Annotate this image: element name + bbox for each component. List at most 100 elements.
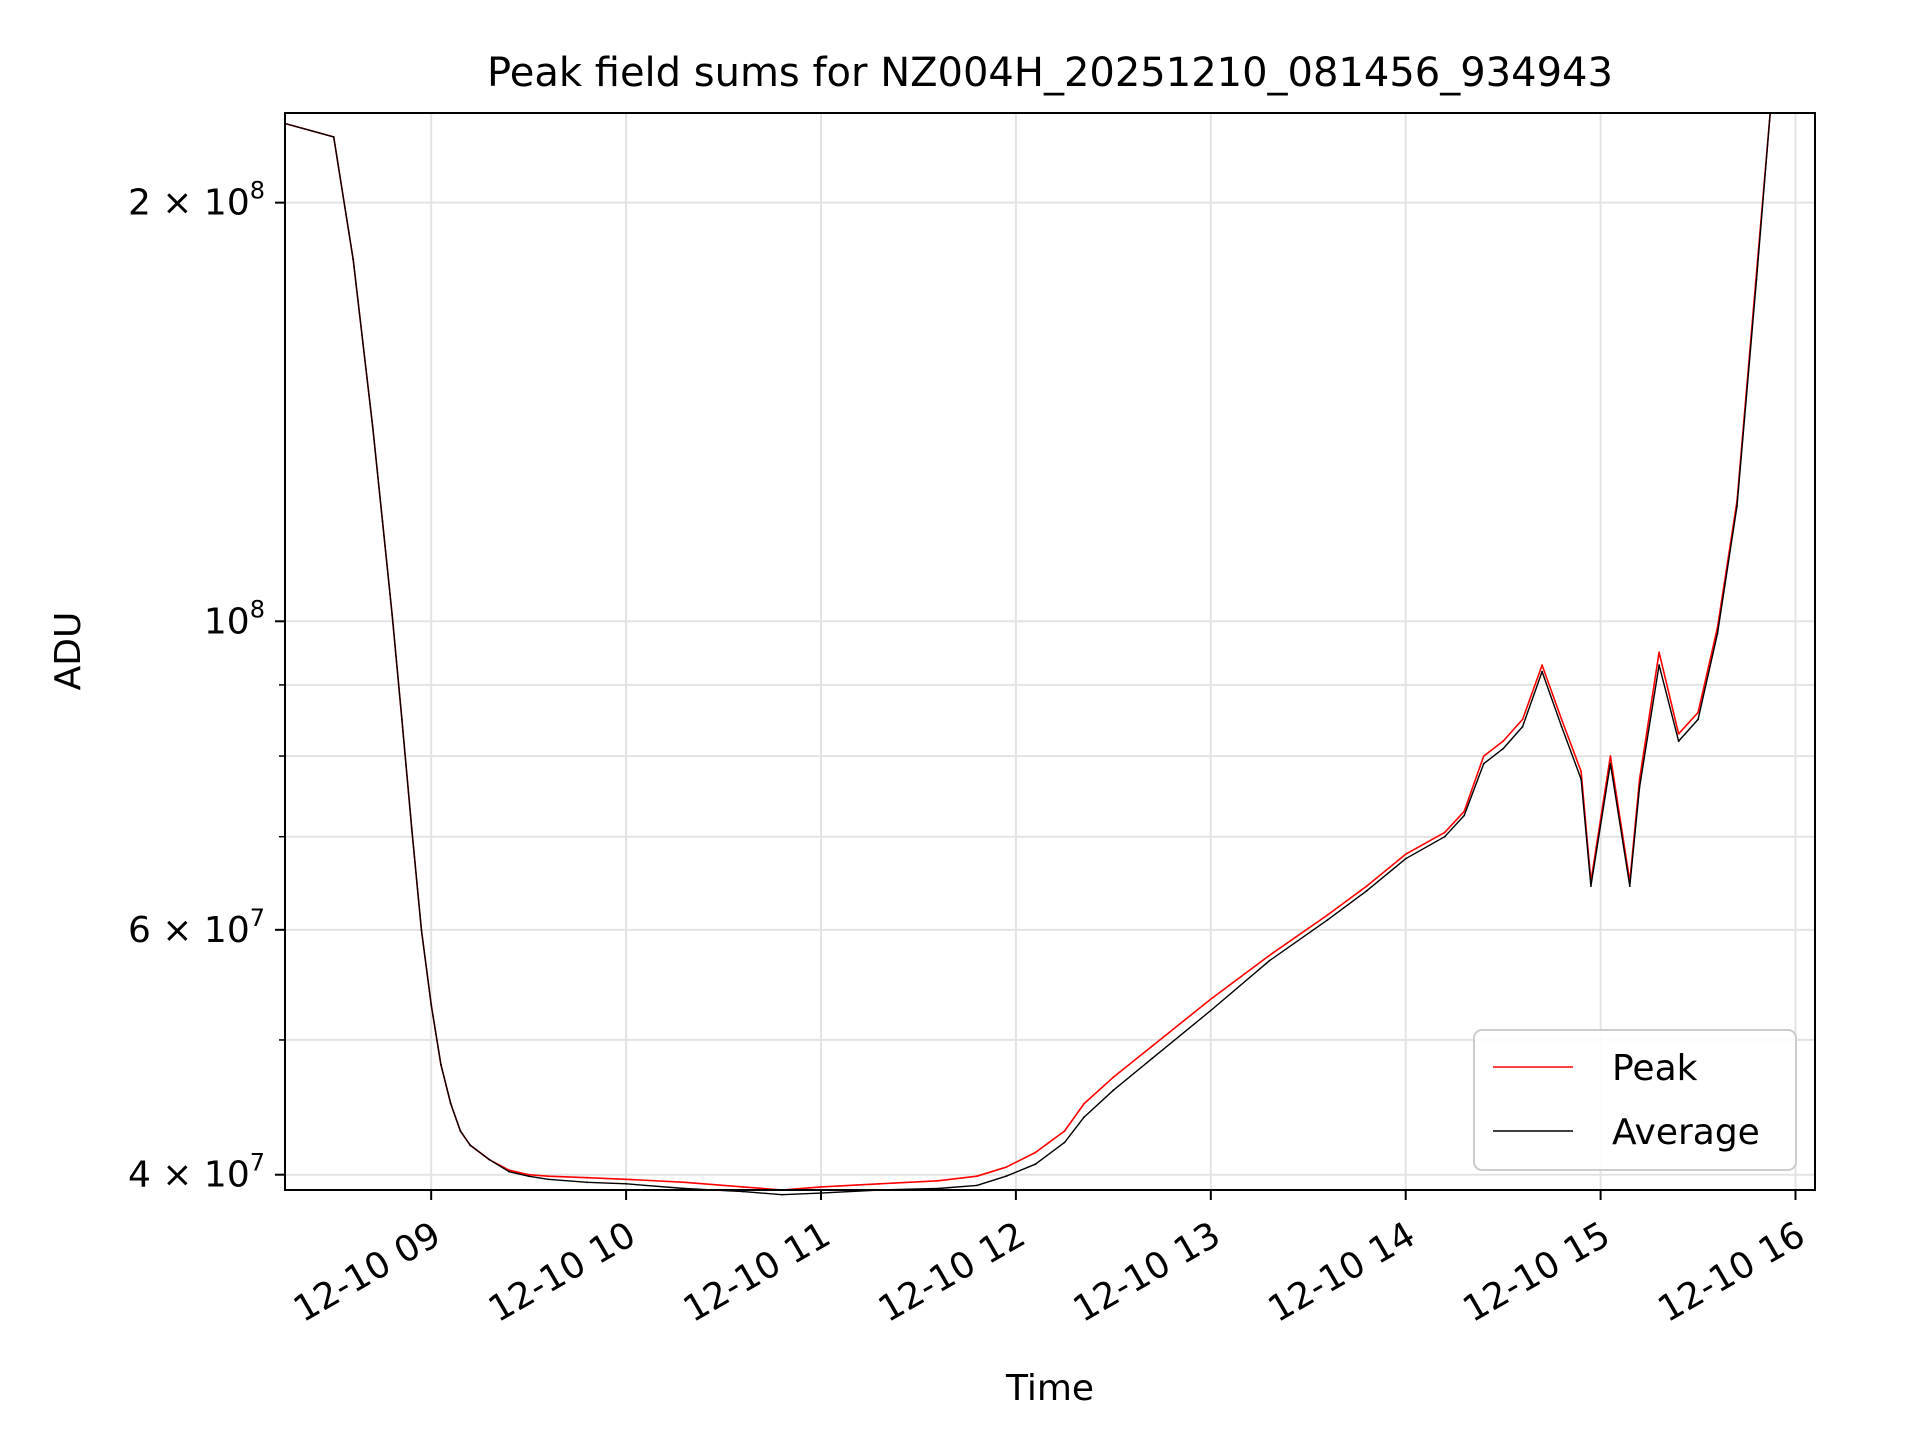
data-point-average <box>401 718 403 721</box>
data-point-peak <box>527 1173 530 1176</box>
data-point-peak <box>1063 1130 1066 1132</box>
data-point-average <box>440 1063 442 1066</box>
legend-average-label: Average <box>1612 1112 1760 1153</box>
data-point-average <box>449 1102 452 1105</box>
data-point-average <box>527 1175 530 1178</box>
data-point-average <box>1716 632 1719 635</box>
data-point-peak <box>1697 711 1699 714</box>
data-point-peak <box>878 1182 881 1185</box>
data-point-peak <box>1034 1151 1037 1154</box>
data-point-peak <box>547 1175 549 1178</box>
plot-frame <box>284 112 1816 1191</box>
data-point-peak <box>1443 831 1446 834</box>
chart-title: Peak field sums for NZ004H_20251210_0814… <box>487 50 1613 96</box>
data-point-average <box>1443 835 1446 838</box>
data-point-peak <box>1326 914 1329 916</box>
data-point-average <box>459 1130 462 1132</box>
data-point-average <box>937 1187 939 1190</box>
data-point-average <box>781 1193 783 1196</box>
grid-lines <box>285 113 1815 1190</box>
data-point-average <box>1005 1175 1007 1178</box>
data-point-peak <box>1502 740 1505 742</box>
data-point-peak <box>1638 778 1641 780</box>
data-point-average <box>1560 725 1563 728</box>
data-point-average <box>488 1158 491 1161</box>
data-point-average <box>586 1181 588 1184</box>
data-point-average <box>1034 1163 1037 1166</box>
data-point-peak <box>1404 853 1407 856</box>
data-point-peak <box>976 1175 978 1178</box>
data-point-peak <box>1083 1102 1085 1105</box>
data-point-average <box>1209 1009 1212 1012</box>
data-point-peak <box>1482 755 1485 757</box>
data-point-average <box>976 1184 978 1187</box>
data-point-average <box>1677 740 1680 742</box>
data-point-peak <box>1658 651 1660 654</box>
data-point-peak <box>1521 718 1524 721</box>
data-point-peak <box>1580 770 1582 773</box>
x-axis-label: Time <box>1005 1368 1094 1409</box>
series-lines <box>284 112 1772 1196</box>
data-point-average <box>1736 505 1738 508</box>
data-point-average <box>1482 762 1485 765</box>
data-point-average <box>1755 279 1758 281</box>
data-point-average <box>1404 857 1407 860</box>
y-axis-ticks: 4 × 107 6 × 107 108 2 × 108 <box>128 177 285 1196</box>
data-point-average <box>1638 786 1641 788</box>
y-tick-label: 6 × 107 <box>128 904 265 951</box>
legend-box <box>1473 1029 1797 1171</box>
data-point-peak <box>1209 998 1212 1000</box>
data-point-average <box>371 425 374 428</box>
data-point-average <box>547 1178 549 1181</box>
data-point-average <box>420 928 423 931</box>
data-point-peak <box>742 1186 744 1188</box>
data-point-average <box>1365 889 1368 892</box>
legend-peak-label: Peak <box>1612 1048 1698 1089</box>
data-point-average <box>1326 918 1329 921</box>
data-point-average <box>1628 885 1631 887</box>
data-point-peak <box>1463 810 1466 813</box>
data-point-average <box>742 1190 744 1193</box>
data-point-peak <box>1677 732 1680 735</box>
data-point-peak <box>820 1186 822 1188</box>
data-point-average <box>410 827 413 829</box>
data-point-average <box>332 136 335 138</box>
data-point-average <box>1541 670 1543 673</box>
data-point-average <box>1609 762 1612 765</box>
data-point-average <box>1151 1057 1154 1060</box>
data-point-peak <box>1151 1045 1154 1047</box>
data-point-average <box>1590 885 1592 887</box>
data-point-average <box>625 1182 627 1185</box>
y-tick-label: 108 <box>204 595 265 642</box>
data-point-average <box>1083 1116 1085 1118</box>
data-point-average <box>683 1187 686 1190</box>
y-tick-label: 4 × 107 <box>128 1149 265 1196</box>
data-point-peak <box>1560 718 1563 721</box>
y-axis-label: ADU <box>48 612 89 691</box>
data-point-average <box>1463 814 1466 817</box>
data-point-peak <box>937 1179 939 1182</box>
data-point-average <box>352 258 355 261</box>
data-point-peak <box>1268 954 1271 957</box>
data-point-average <box>1112 1089 1115 1092</box>
data-point-average <box>469 1144 472 1147</box>
data-point-average <box>1580 778 1582 780</box>
y-tick-label: 2 × 108 <box>128 177 265 224</box>
data-point-average <box>1521 725 1524 728</box>
legend: Peak Average <box>1473 1029 1797 1171</box>
data-point-peak <box>683 1181 686 1184</box>
data-point-peak <box>1609 755 1612 757</box>
data-point-average <box>508 1170 510 1173</box>
data-point-average <box>1658 664 1660 666</box>
data-point-average <box>1697 718 1699 721</box>
data-point-peak <box>1365 885 1368 887</box>
data-point-average <box>430 1003 433 1006</box>
data-point-peak <box>1112 1076 1115 1079</box>
data-point-average <box>1502 747 1505 750</box>
data-point-peak <box>1541 664 1543 666</box>
data-point-average <box>1268 959 1271 962</box>
data-point-average <box>1063 1141 1066 1144</box>
data-point-average <box>391 614 394 617</box>
